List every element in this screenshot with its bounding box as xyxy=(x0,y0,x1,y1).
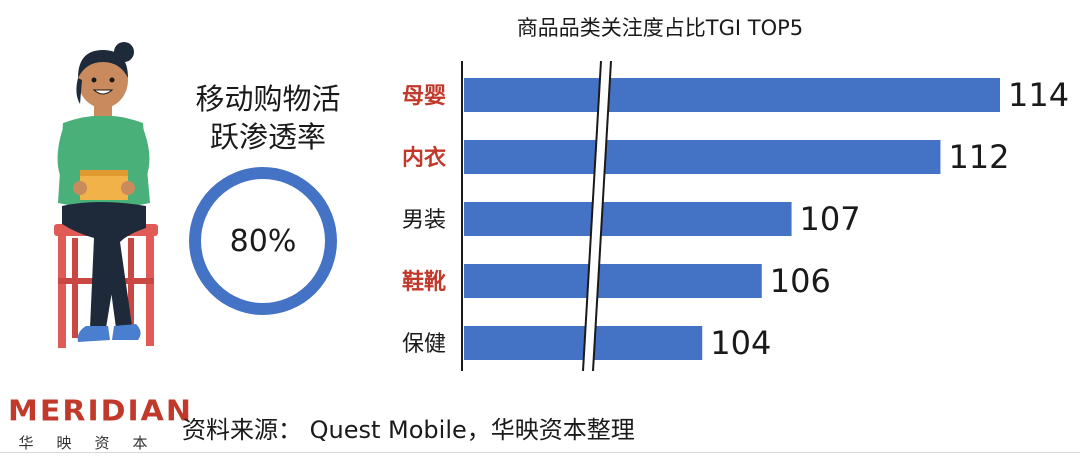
category-label: 内衣 xyxy=(402,145,446,171)
category-label: 母婴 xyxy=(402,84,446,109)
logo-subtitle: 华 映 资 本 xyxy=(8,432,158,453)
value-label: 107 xyxy=(800,200,861,238)
penetration-ring-stroke xyxy=(189,167,337,315)
value-label: 106 xyxy=(770,262,831,300)
footer-divider xyxy=(0,452,1080,453)
axis-break-line xyxy=(592,60,612,372)
person-illustration xyxy=(54,42,158,348)
source-note: 资料来源： Quest Mobile，华映资本整理 xyxy=(182,416,635,444)
bar xyxy=(464,264,762,298)
logo-sub-char: 映 xyxy=(56,434,72,452)
value-label: 104 xyxy=(710,324,771,362)
logo-sub-char: 本 xyxy=(132,434,148,452)
logo-wordmark: MERIDIAN xyxy=(8,394,193,429)
value-label: 114 xyxy=(1008,76,1069,114)
logo-sub-char: 资 xyxy=(94,434,110,452)
category-label: 鞋靴 xyxy=(402,270,446,295)
category-label: 保健 xyxy=(402,332,446,357)
logo-sub-char: 华 xyxy=(18,434,34,452)
value-label: 112 xyxy=(948,138,1009,176)
penetration-ring xyxy=(189,167,337,315)
penetration-title: 移动购物活 跃渗透率 xyxy=(178,80,358,156)
meridian-logo: MERIDIAN 华 映 资 本 xyxy=(8,394,191,454)
penetration-value: 80% xyxy=(229,223,297,259)
axis-break-gap xyxy=(583,61,611,371)
bar xyxy=(464,140,941,174)
tgi-bar-chart: 母婴 114 内衣 112 男装 107 鞋靴 106 保健 104 xyxy=(402,60,1069,372)
penetration-title-line2: 跃渗透率 xyxy=(209,120,326,154)
axis-break-line xyxy=(582,60,602,372)
bar xyxy=(464,78,1000,112)
bar xyxy=(464,202,792,236)
chart-title: 商品品类关注度占比TGI TOP5 xyxy=(516,16,804,40)
penetration-title-line1: 移动购物活 xyxy=(195,82,341,116)
category-label: 男装 xyxy=(402,208,446,233)
